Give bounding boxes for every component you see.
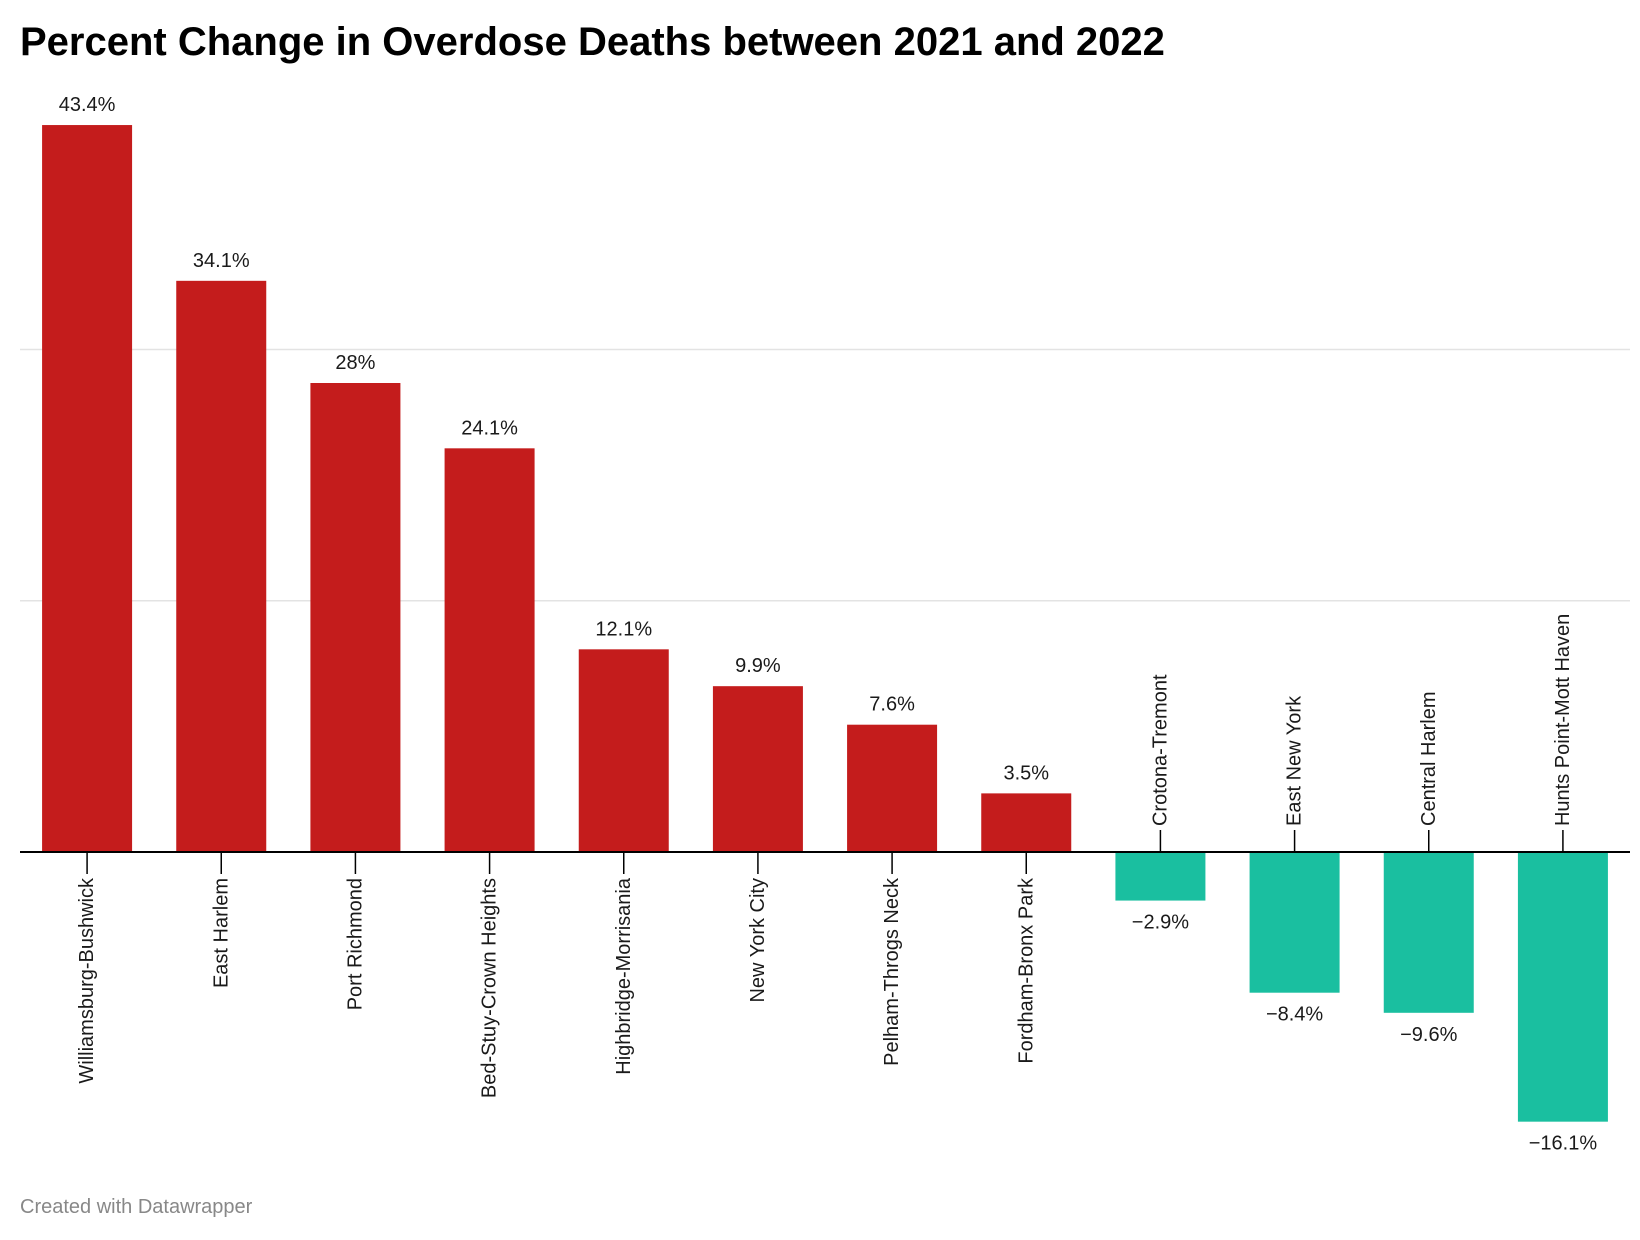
- bar: [981, 793, 1072, 852]
- category-label: Pelham-Throgs Neck: [881, 877, 903, 1066]
- chart-title: Percent Change in Overdose Deaths betwee…: [20, 20, 1165, 64]
- footer-credit: Created with Datawrapper: [20, 1196, 253, 1218]
- category-label: Crotona-Tremont: [1149, 674, 1171, 826]
- data-label: −2.9%: [1132, 912, 1189, 934]
- bar: [1383, 852, 1474, 1013]
- category-label: Port Richmond: [344, 878, 366, 1010]
- bar: [444, 448, 535, 852]
- category-label: Williamsburg-Bushwick: [76, 877, 98, 1084]
- data-label: −8.4%: [1266, 1004, 1323, 1026]
- bar: [176, 280, 267, 852]
- data-label: 34.1%: [193, 250, 250, 272]
- category-label: Highbridge-Morrisania: [613, 877, 635, 1075]
- bar: [712, 686, 803, 852]
- bar: [578, 649, 669, 852]
- category-label: Hunts Point-Mott Haven: [1552, 614, 1574, 826]
- data-label: 3.5%: [1003, 762, 1049, 784]
- data-label: 7.6%: [869, 694, 915, 716]
- data-label: 9.9%: [735, 655, 781, 677]
- data-label: 12.1%: [595, 618, 652, 640]
- bar: [1115, 852, 1206, 901]
- bar: [310, 383, 401, 852]
- bar: [1249, 852, 1340, 993]
- data-label: 28%: [335, 352, 375, 374]
- category-label: Central Harlem: [1418, 692, 1440, 826]
- category-label: East New York: [1284, 695, 1306, 826]
- bar: [42, 125, 133, 853]
- bar: [847, 724, 938, 852]
- category-label: Fordham-Bronx Park: [1015, 877, 1037, 1064]
- data-label: 43.4%: [59, 94, 116, 116]
- data-label: −9.6%: [1400, 1024, 1457, 1046]
- category-label: New York City: [747, 878, 769, 1003]
- data-label: −16.1%: [1529, 1133, 1598, 1155]
- category-label: East Harlem: [210, 878, 232, 988]
- category-label: Bed-Stuy-Crown Heights: [479, 878, 501, 1098]
- data-label: 24.1%: [461, 417, 518, 439]
- bar: [1517, 852, 1608, 1122]
